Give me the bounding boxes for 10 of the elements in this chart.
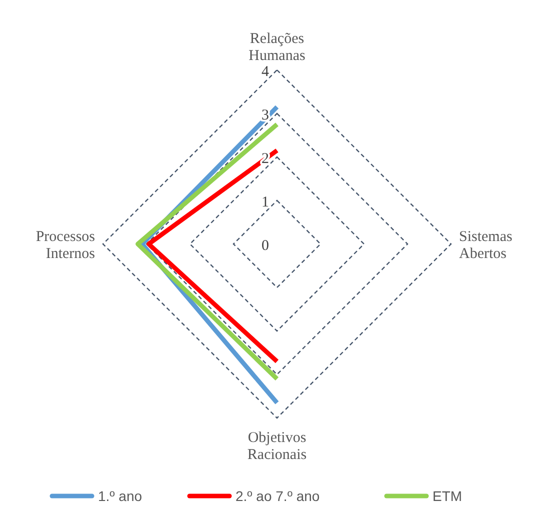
y-tick-label: 4 — [262, 64, 270, 80]
spoke-label: Relações Humanas — [248, 31, 306, 64]
spoke-label: Objetivos Racionais — [247, 430, 307, 463]
legend-label: 1.º ano — [98, 488, 142, 504]
spoke-label: Processos Internos — [36, 229, 96, 262]
legend-label: ETM — [432, 488, 462, 504]
y-tick-label: 1 — [262, 194, 269, 210]
y-tick-label: 0 — [262, 238, 269, 254]
spoke-label: Sistemas Abertos — [459, 229, 512, 262]
legend-label: 2.º ao 7.º ano — [236, 488, 320, 504]
